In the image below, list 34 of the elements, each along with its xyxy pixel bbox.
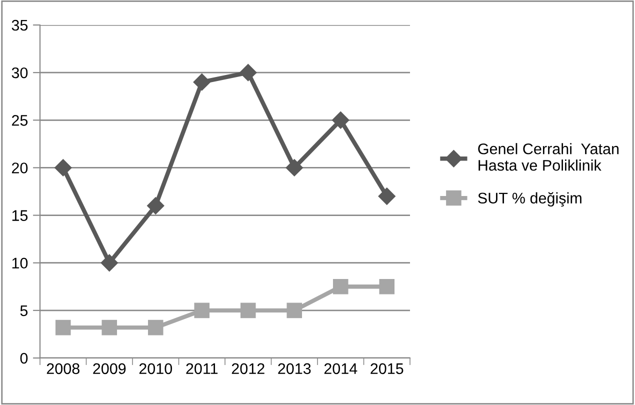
x-tick-label: 2010 xyxy=(139,363,172,374)
x-tick-label: 2009 xyxy=(93,363,126,374)
point xyxy=(332,112,350,129)
point xyxy=(148,320,164,336)
y-tick-label: 0 xyxy=(20,352,28,364)
point xyxy=(379,279,395,294)
legend-label: Genel Cerrahi Yatan Hasta ve Poliklinik xyxy=(478,143,619,171)
x-tick-label: 2012 xyxy=(232,363,264,374)
point xyxy=(54,159,72,176)
point xyxy=(240,302,256,318)
y-tick-label: 30 xyxy=(12,67,28,78)
y-tick-label: 15 xyxy=(12,210,28,221)
point xyxy=(240,64,257,82)
point xyxy=(332,279,348,294)
y-tick-label: 35 xyxy=(12,20,28,31)
point xyxy=(194,302,210,318)
point xyxy=(378,188,396,205)
point xyxy=(102,320,118,336)
point xyxy=(147,197,164,214)
y-tick-label: 20 xyxy=(12,162,28,174)
x-tick-label: 2013 xyxy=(278,363,311,374)
y-tick-label: 25 xyxy=(12,115,28,126)
point xyxy=(286,159,303,176)
x-tick-label: 2011 xyxy=(186,363,218,374)
point xyxy=(100,254,118,272)
y-tick-label: 5 xyxy=(20,305,28,316)
point xyxy=(55,320,71,336)
legend-label: SUT % değişim xyxy=(478,192,582,207)
x-tick-label: 2014 xyxy=(324,363,358,374)
point xyxy=(193,74,210,91)
x-tick-label: 2008 xyxy=(46,363,80,374)
point xyxy=(286,302,302,318)
x-tick-label: 2015 xyxy=(370,363,404,374)
y-tick-label: 10 xyxy=(12,258,28,269)
